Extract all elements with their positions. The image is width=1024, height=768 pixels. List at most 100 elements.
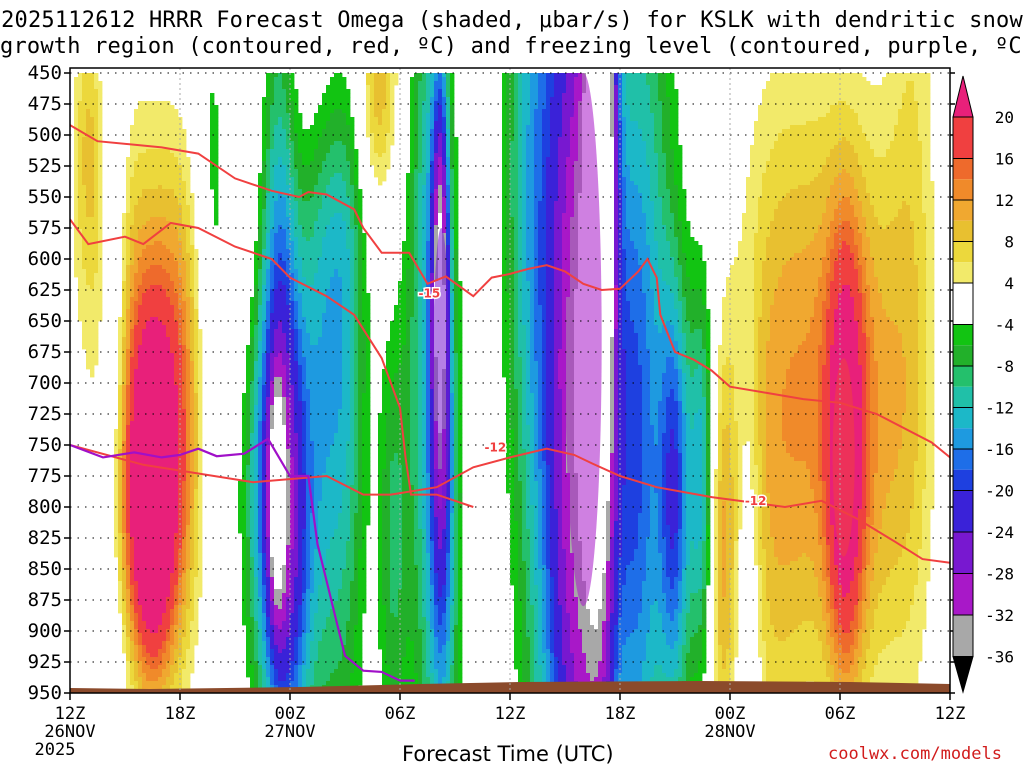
omega-cell	[614, 109, 619, 114]
omega-cell	[630, 113, 635, 118]
omega-cell	[854, 193, 859, 198]
omega-cell	[546, 201, 551, 206]
omega-cell	[170, 145, 175, 150]
omega-cell	[642, 113, 647, 118]
omega-cell	[78, 97, 83, 102]
omega-cell	[818, 169, 823, 174]
omega-cell	[906, 177, 911, 182]
omega-cell	[658, 169, 663, 174]
omega-cell	[274, 185, 279, 190]
omega-cell	[418, 117, 423, 122]
omega-cell	[926, 153, 931, 158]
omega-cell	[758, 205, 763, 210]
omega-cell	[94, 189, 99, 194]
omega-cell	[146, 137, 151, 142]
omega-cell	[418, 141, 423, 146]
omega-cell	[426, 121, 431, 126]
omega-cell	[158, 129, 163, 134]
omega-cell	[594, 105, 599, 110]
omega-cell	[270, 73, 275, 78]
omega-cell	[622, 109, 627, 114]
omega-cell	[758, 141, 763, 146]
omega-cell	[422, 77, 427, 82]
omega-cell	[654, 169, 659, 174]
omega-cell	[506, 101, 511, 106]
omega-cell	[910, 121, 915, 126]
omega-cell	[786, 169, 791, 174]
omega-cell	[442, 185, 447, 190]
omega-cell	[758, 169, 763, 174]
omega-cell	[894, 101, 899, 106]
omega-cell	[822, 153, 827, 158]
omega-cell	[546, 149, 551, 154]
omega-cell	[98, 185, 103, 190]
omega-cell	[298, 205, 303, 210]
omega-cell	[854, 201, 859, 206]
omega-cell	[882, 81, 887, 86]
omega-cell	[134, 181, 139, 186]
omega-cell	[558, 73, 563, 78]
omega-cell	[918, 97, 923, 102]
omega-cell	[562, 185, 567, 190]
omega-cell	[546, 161, 551, 166]
omega-cell	[278, 181, 283, 186]
omega-cell	[290, 129, 295, 134]
omega-cell	[902, 205, 907, 210]
omega-cell	[270, 161, 275, 166]
omega-cell	[378, 125, 383, 130]
omega-cell	[322, 117, 327, 122]
omega-cell	[126, 169, 131, 174]
omega-cell	[374, 149, 379, 154]
omega-cell	[754, 125, 759, 130]
omega-cell	[314, 173, 319, 178]
omega-cell	[354, 201, 359, 206]
omega-cell	[614, 169, 619, 174]
omega-cell	[562, 77, 567, 82]
omega-cell	[554, 189, 559, 194]
omega-cell	[850, 141, 855, 146]
omega-cell	[162, 185, 167, 190]
omega-cell	[666, 205, 671, 210]
omega-cell	[318, 149, 323, 154]
omega-cell	[626, 109, 631, 114]
omega-cell	[814, 77, 819, 82]
omega-cell	[286, 85, 291, 90]
omega-cell	[422, 197, 427, 202]
omega-cell	[630, 189, 635, 194]
omega-cell	[530, 153, 535, 158]
omega-cell	[814, 201, 819, 206]
omega-cell	[798, 73, 803, 78]
omega-cell	[794, 149, 799, 154]
omega-cell	[922, 117, 927, 122]
omega-cell	[510, 205, 515, 210]
omega-cell	[870, 157, 875, 162]
omega-cell	[858, 165, 863, 170]
omega-cell	[262, 125, 267, 130]
omega-cell	[886, 149, 891, 154]
omega-cell	[190, 193, 195, 198]
omega-cell	[418, 133, 423, 138]
omega-cell	[150, 193, 155, 198]
omega-cell	[538, 153, 543, 158]
omega-cell	[450, 177, 455, 182]
omega-cell	[134, 117, 139, 122]
omega-cell	[806, 161, 811, 166]
omega-cell	[270, 185, 275, 190]
omega-cell	[558, 109, 563, 114]
omega-cell	[426, 133, 431, 138]
omega-cell	[894, 145, 899, 150]
omega-cell	[682, 205, 687, 210]
omega-cell	[266, 157, 271, 162]
omega-cell	[338, 141, 343, 146]
omega-cell	[166, 193, 171, 198]
omega-cell	[134, 197, 139, 202]
omega-cell	[906, 125, 911, 130]
omega-cell	[682, 193, 687, 198]
omega-cell	[822, 157, 827, 162]
omega-cell	[378, 77, 383, 82]
omega-cell	[154, 209, 159, 214]
omega-cell	[834, 101, 839, 106]
omega-cell	[666, 189, 671, 194]
omega-cell	[834, 125, 839, 130]
omega-cell	[898, 85, 903, 90]
